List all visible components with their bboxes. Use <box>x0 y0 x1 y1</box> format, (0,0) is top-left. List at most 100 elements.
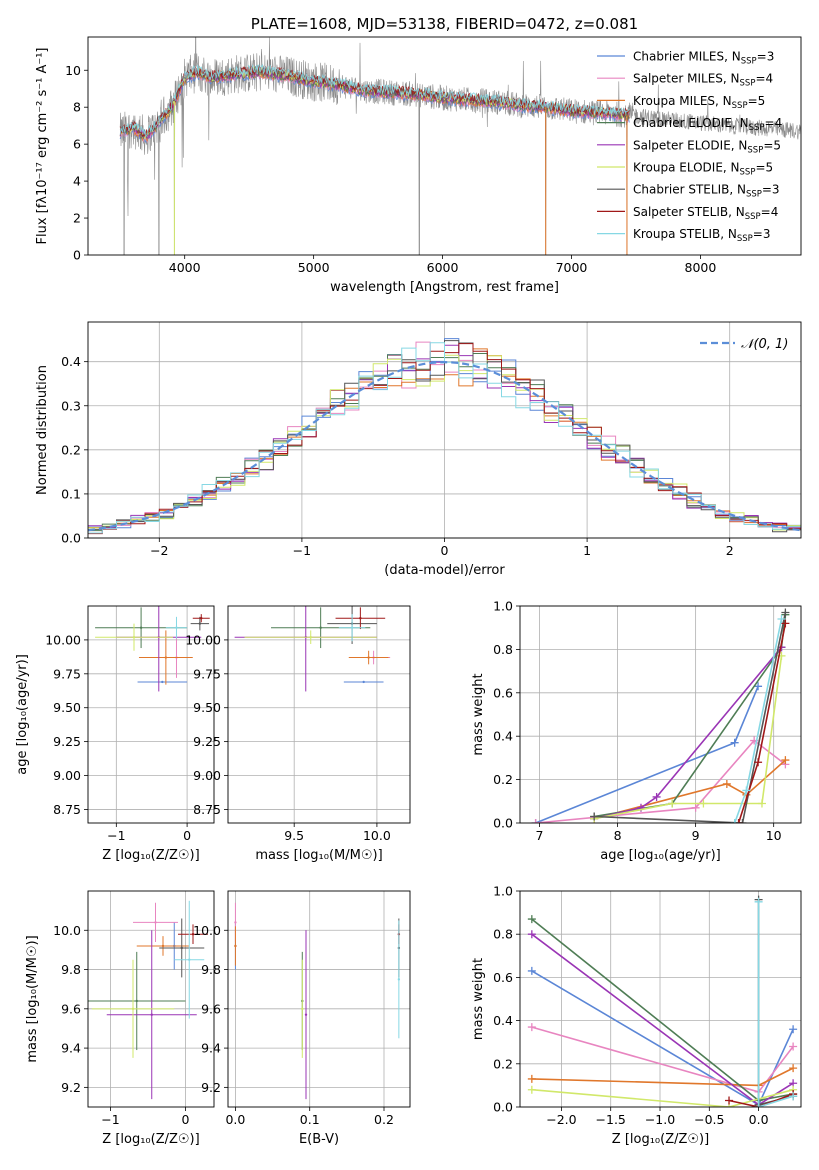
point-salpeter_stelib <box>359 617 362 620</box>
legend-label-sub: SSP <box>747 145 763 155</box>
legend-label-sub: SSP <box>740 168 756 178</box>
legend-label-text: Chabrier ELODIE, N <box>633 116 749 130</box>
x-axis-label: wavelength [Angstrom, rest frame] <box>330 280 559 295</box>
legend-label-tail: =5 <box>748 94 766 108</box>
x-axis-label: age [log₁₀(age/yr)] <box>600 848 721 863</box>
y-tick-label: 8 <box>73 100 81 115</box>
y-tick-label: 9.75 <box>53 666 81 681</box>
x-tick-label: 8000 <box>685 260 717 275</box>
x-tick-label: 5000 <box>298 260 330 275</box>
plot-area <box>88 900 208 1100</box>
point-chabrier_stelib <box>180 946 183 950</box>
x-tick-label: −0.5 <box>694 1112 724 1127</box>
x-tick-label: −1.5 <box>596 1112 626 1127</box>
series-marker-salpeter_stelib <box>781 619 790 628</box>
legend-label-text: Chabrier MILES, N <box>633 50 741 64</box>
series-line-kroupa_elodie <box>531 1088 794 1107</box>
series-marker-chabrier_miles <box>754 682 763 691</box>
x-tick-label: 0 <box>183 828 191 843</box>
legend-label-text: Salpeter MILES, N <box>633 72 740 86</box>
point-kroupa_miles <box>164 656 168 659</box>
legend-label-tail: =4 <box>765 116 783 130</box>
legend-label-sub: SSP <box>749 123 765 133</box>
x-tick-label: 1 <box>583 543 591 558</box>
legend-label-sub: SSP <box>740 79 756 89</box>
y-axis-label: mass weight <box>471 673 486 755</box>
series-marker-chabrier_miles <box>789 1025 798 1034</box>
series-marker-kroupa_stelib <box>777 615 786 624</box>
panel-massweight_vs_age: 7 8 9 10 0.0 0.2 0.4 0.6 0.8 1.0 age [log₁₀(age/yr… <box>471 599 802 863</box>
point-kroupa_stelib <box>397 978 401 981</box>
series-marker-salpeter_elodie <box>652 792 661 801</box>
legend-entry-label: Kroupa STELIB, NSSP=3 <box>633 227 771 244</box>
series-marker-kroupa_elodie <box>527 1085 536 1094</box>
grid <box>88 606 214 823</box>
y-tick-label: 1.0 <box>493 599 513 614</box>
series-marker-kroupa_stelib <box>789 1092 798 1101</box>
plot-area <box>88 338 801 535</box>
series-marker-chabrier_stelib <box>738 819 747 823</box>
point-kroupa_elodie <box>132 635 136 639</box>
y-axis-label: mass [log₁₀(M/M☉)] <box>25 935 40 1062</box>
legend-label-tail: =4 <box>761 205 779 219</box>
x-tick-label: 0 <box>441 543 449 558</box>
x-axis-label: Z [log₁₀(Z/Z☉)] <box>612 1132 709 1147</box>
series-marker-salpeter_miles <box>527 1023 536 1032</box>
panel-age_vs_z: −1 0 8.75 9.00 9.25 9.50 9.75 10.00 Z [log₁₀(Z/Z… <box>15 605 215 863</box>
legend-label-tail: =5 <box>755 161 773 175</box>
y-tick-label: 9.8 <box>201 962 221 977</box>
x-tick-label: 10.0 <box>363 828 391 843</box>
x-tick-label: 2 <box>726 543 734 558</box>
legend-entry-label: Chabrier ELODIE, NSSP=4 <box>633 116 782 133</box>
x-tick-label: 8 <box>614 828 622 843</box>
point-chabrier_stelib <box>198 622 202 625</box>
x-axis-label: (data-model)/error <box>384 563 505 578</box>
series-marker-chabrier_miles <box>527 966 536 975</box>
y-tick-label: 0.1 <box>61 486 81 501</box>
y-tick-label: 10.0 <box>193 923 221 938</box>
legend-label-tail: =3 <box>757 50 775 64</box>
series-marker-chabrier_stelib <box>590 812 599 821</box>
chart-title: PLATE=1608, MJD=53138, FIBERID=0472, z=0… <box>251 15 638 33</box>
legend-label-sub: SSP <box>741 57 757 67</box>
plot-area <box>234 902 401 1100</box>
series-marker-salpeter_elodie <box>636 803 645 812</box>
y-tick-label: 9.4 <box>201 1041 221 1056</box>
x-tick-label: 0.0 <box>749 1112 769 1127</box>
x-tick-label: 0.1 <box>300 1112 320 1127</box>
series-line-salpeter_elodie <box>531 933 794 1106</box>
plot-area <box>531 608 790 823</box>
y-tick-label: 0 <box>73 248 81 263</box>
y-tick-label: 9.2 <box>61 1080 81 1095</box>
panel-age_vs_mass: 9.5 10.0 8.75 9.00 9.25 9.50 9.75 10.00 mass [lo… <box>185 605 411 863</box>
panel-mass_vs_ebv: 0.0 0.1 0.2 9.2 9.4 9.6 9.8 10.0 E(B-V) <box>193 890 411 1147</box>
series-marker-kroupa_elodie <box>699 799 708 808</box>
y-tick-label: 0.4 <box>493 1013 513 1028</box>
point-chabrier_miles <box>161 680 164 684</box>
x-tick-label: −2.0 <box>546 1112 576 1127</box>
x-tick-label: −1 <box>101 1112 119 1127</box>
point-salpeter_elodie <box>150 1013 153 1016</box>
x-tick-label: 9 <box>692 828 700 843</box>
y-tick-label: 0.8 <box>493 927 513 942</box>
y-tick-label: 0.6 <box>493 970 513 985</box>
series-marker-kroupa_elodie <box>668 799 677 808</box>
x-axis-label: mass [log₁₀(M/M☉)] <box>255 848 382 863</box>
series-marker-kroupa_elodie <box>757 799 766 808</box>
legend-label-tail: =4 <box>755 72 773 86</box>
series-marker-salpeter_stelib <box>734 819 743 823</box>
x-tick-label: 0.0 <box>225 1112 245 1127</box>
panel-massweight_vs_z: −2.0 −1.5 −1.0 −0.5 0.0 0.0 0.2 0.4 0.6 0.8 1.0 Z [… <box>471 884 802 1147</box>
y-tick-label: 8.75 <box>193 802 221 817</box>
legend-label-sub: SSP <box>746 190 762 200</box>
point-chabrier_elodie <box>135 999 138 1003</box>
y-tick-label: 0.2 <box>493 1056 513 1071</box>
series-marker-chabrier_stelib <box>781 608 790 617</box>
y-tick-label: 0.0 <box>493 1100 513 1115</box>
y-axis-label: mass weight <box>471 958 486 1040</box>
x-axis-label: E(B-V) <box>299 1132 339 1147</box>
point-kroupa_stelib <box>350 626 354 629</box>
legend-entry-label: Chabrier MILES, NSSP=3 <box>633 50 774 67</box>
model-line-kroupa_stelib <box>119 63 630 138</box>
